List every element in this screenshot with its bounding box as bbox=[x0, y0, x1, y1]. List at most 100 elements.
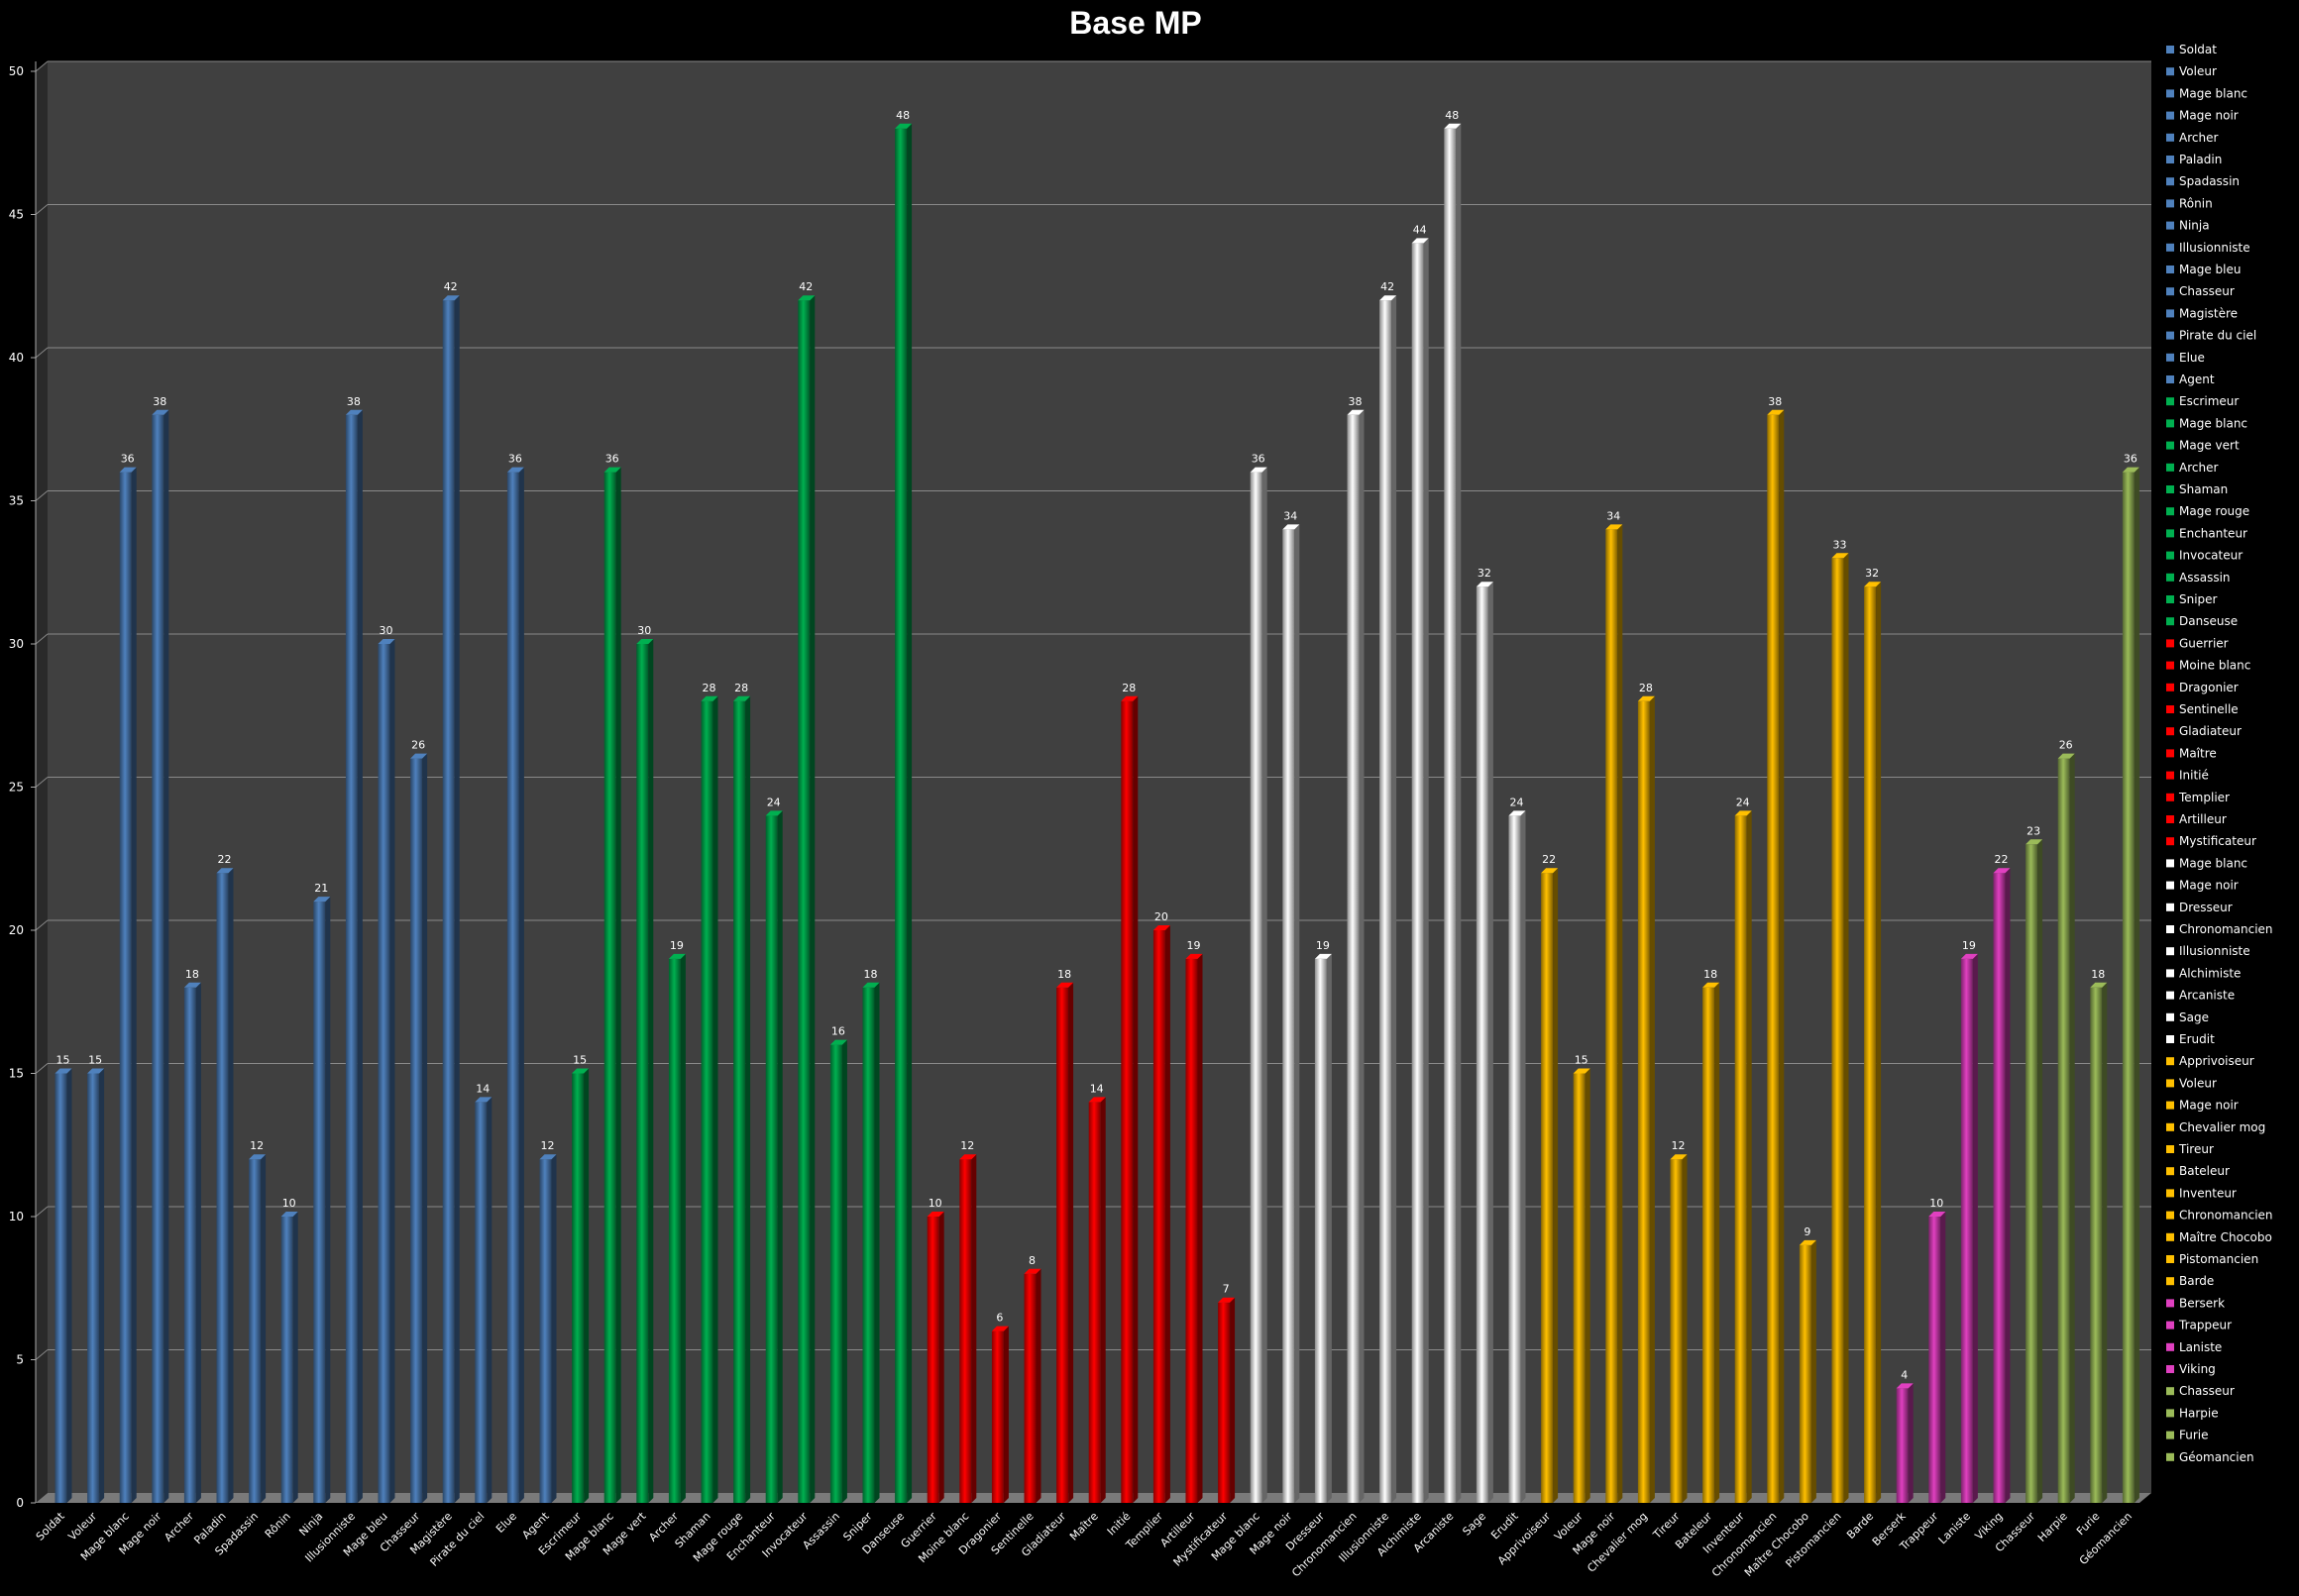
gridline-back bbox=[35, 1206, 49, 1218]
bar-face bbox=[572, 1073, 585, 1503]
bar-side bbox=[1100, 1097, 1106, 1503]
legend-item: Harpie bbox=[2166, 1406, 2219, 1420]
data-label: 8 bbox=[1029, 1254, 1036, 1267]
legend-item: Furie bbox=[2166, 1429, 2209, 1442]
bar-top bbox=[1282, 524, 1300, 530]
bar-top bbox=[152, 409, 169, 415]
bar-face bbox=[862, 987, 875, 1503]
data-label: 36 bbox=[605, 453, 619, 466]
bar-side bbox=[2069, 753, 2075, 1503]
bar-face bbox=[442, 300, 455, 1504]
bar-side bbox=[1682, 1154, 1688, 1503]
legend-label: Maître bbox=[2179, 746, 2217, 760]
bar bbox=[1541, 868, 1559, 1503]
legend-swatch bbox=[2166, 947, 2174, 956]
data-label: 34 bbox=[1283, 509, 1297, 522]
data-label: 4 bbox=[1901, 1368, 1908, 1381]
bar-top bbox=[1476, 582, 1493, 587]
bar-top bbox=[1185, 953, 1203, 959]
legend-item: Mage noir bbox=[2166, 1099, 2239, 1113]
bar-side bbox=[389, 639, 395, 1503]
bar-top bbox=[1960, 953, 1978, 959]
bar-top bbox=[991, 1326, 1009, 1331]
bar-face bbox=[1573, 1073, 1586, 1503]
bar-face bbox=[313, 902, 326, 1503]
bar-side bbox=[2005, 868, 2011, 1503]
bar-side bbox=[422, 753, 428, 1503]
bar-side bbox=[1876, 582, 1882, 1503]
y-tick-label: 25 bbox=[9, 781, 24, 795]
legend-swatch bbox=[2166, 1167, 2174, 1176]
bar-side bbox=[841, 1039, 847, 1503]
data-label: 12 bbox=[1672, 1139, 1686, 1152]
bar bbox=[1444, 123, 1462, 1503]
bar-top bbox=[1088, 1097, 1106, 1103]
bar-side bbox=[1649, 695, 1655, 1503]
legend-label: Bateleur bbox=[2179, 1164, 2230, 1178]
legend-swatch bbox=[2166, 595, 2174, 603]
bar-side bbox=[1779, 409, 1785, 1503]
legend-item: Paladin bbox=[2166, 153, 2222, 166]
bar-top bbox=[1573, 1068, 1590, 1074]
legend-label: Magistère bbox=[2179, 306, 2238, 320]
data-label: 28 bbox=[1122, 682, 1136, 694]
bar-top bbox=[1993, 868, 2011, 874]
legend-swatch bbox=[2166, 1431, 2174, 1439]
legend-label: Laniste bbox=[2179, 1340, 2222, 1354]
data-label: 15 bbox=[56, 1054, 70, 1067]
legend-item: Apprivoiseur bbox=[2166, 1054, 2254, 1068]
bar-top bbox=[765, 810, 783, 816]
legend-swatch bbox=[2166, 661, 2174, 670]
bar-top bbox=[216, 868, 234, 874]
bar bbox=[636, 639, 654, 1503]
bar-face bbox=[701, 700, 713, 1503]
bar-face bbox=[1928, 1217, 1941, 1503]
data-label: 19 bbox=[1316, 939, 1330, 952]
data-label: 12 bbox=[960, 1139, 974, 1152]
legend-swatch bbox=[2166, 221, 2174, 230]
bar bbox=[1218, 1297, 1236, 1503]
legend-swatch bbox=[2166, 1342, 2174, 1351]
bar bbox=[539, 1154, 557, 1503]
legend-swatch bbox=[2166, 573, 2174, 582]
bar-face bbox=[345, 414, 358, 1503]
bar bbox=[1637, 695, 1655, 1503]
bar-side bbox=[1940, 1212, 1946, 1503]
data-label: 28 bbox=[1639, 682, 1653, 694]
data-label: 20 bbox=[1154, 910, 1168, 923]
legend-label: Spadassin bbox=[2179, 174, 2240, 188]
bar bbox=[1088, 1097, 1106, 1503]
bar-face bbox=[927, 1217, 939, 1503]
bar-face bbox=[1411, 243, 1424, 1503]
legend-swatch bbox=[2166, 1387, 2174, 1396]
bar-top bbox=[410, 753, 428, 759]
bar-side bbox=[810, 295, 816, 1504]
bar-side bbox=[1714, 982, 1720, 1503]
y-tick-label: 5 bbox=[16, 1353, 24, 1367]
legend-label: Dresseur bbox=[2179, 901, 2233, 914]
bar-top bbox=[2025, 839, 2043, 845]
bar bbox=[1928, 1212, 1946, 1503]
bar bbox=[1121, 695, 1139, 1503]
legend-swatch bbox=[2166, 903, 2174, 911]
bar-face bbox=[119, 472, 132, 1504]
bar-top bbox=[1605, 524, 1623, 530]
bar-face bbox=[1993, 873, 2006, 1503]
legend-item: Voleur bbox=[2166, 1076, 2217, 1090]
bar bbox=[927, 1212, 944, 1503]
bar-side bbox=[1326, 953, 1332, 1503]
data-label: 48 bbox=[1445, 109, 1459, 122]
gridline-back bbox=[35, 919, 49, 931]
bar bbox=[1831, 553, 1849, 1503]
bar-face bbox=[410, 758, 423, 1503]
bar-face bbox=[1314, 958, 1327, 1503]
data-label: 18 bbox=[2091, 968, 2105, 981]
legend-item: Voleur bbox=[2166, 64, 2217, 78]
y-tick-label: 50 bbox=[9, 64, 24, 78]
data-label: 9 bbox=[1804, 1225, 1810, 1238]
legend-item: Dresseur bbox=[2166, 901, 2233, 914]
legend-item: Danseuse bbox=[2166, 614, 2238, 628]
legend-label: Guerrier bbox=[2179, 636, 2229, 650]
bar bbox=[249, 1154, 267, 1503]
data-label: 36 bbox=[121, 453, 135, 466]
